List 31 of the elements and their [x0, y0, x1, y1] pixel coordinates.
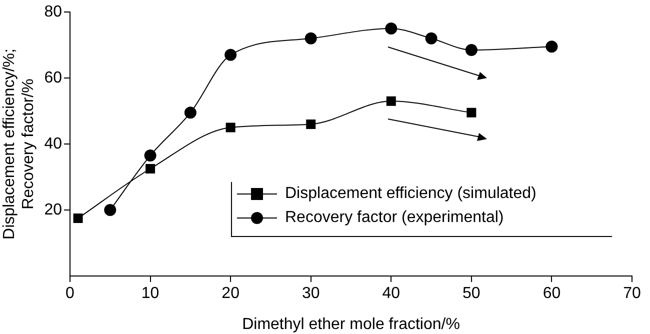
- point: [304, 32, 317, 44]
- point: [104, 204, 116, 216]
- y-tick-label: 20: [44, 201, 62, 218]
- point: [144, 150, 156, 162]
- legend-label: Recovery factor (experimental): [285, 209, 504, 227]
- x-tick-label: 10: [141, 285, 160, 302]
- point: [465, 44, 478, 56]
- y-tick-label: 80: [44, 3, 62, 20]
- point: [226, 122, 236, 132]
- x-tick-label: 20: [222, 285, 240, 302]
- x-axis-title: Dimethyl ether mole fraction/%: [242, 316, 460, 333]
- x-tick-label: 60: [542, 285, 561, 302]
- y-axis-title: Displacement efficiency/%; Recovery factor/%: [1, 48, 38, 240]
- x-tick-label: 30: [302, 285, 320, 302]
- point: [306, 119, 316, 129]
- point: [146, 164, 156, 174]
- legend-label: Displacement efficiency (simulated): [285, 185, 536, 203]
- point: [546, 40, 558, 53]
- x-tick-label: 50: [462, 285, 480, 302]
- point: [224, 48, 237, 61]
- x-tick-label: 70: [623, 285, 641, 302]
- point: [73, 214, 83, 223]
- point: [385, 22, 398, 34]
- x-tick-label: 0: [66, 285, 75, 302]
- x-tick-label: 40: [382, 285, 400, 302]
- point: [466, 108, 476, 118]
- y-tick-label: 60: [44, 69, 62, 86]
- point: [184, 106, 196, 119]
- point: [386, 96, 396, 106]
- y-tick-label: 40: [44, 135, 62, 152]
- point: [425, 32, 438, 44]
